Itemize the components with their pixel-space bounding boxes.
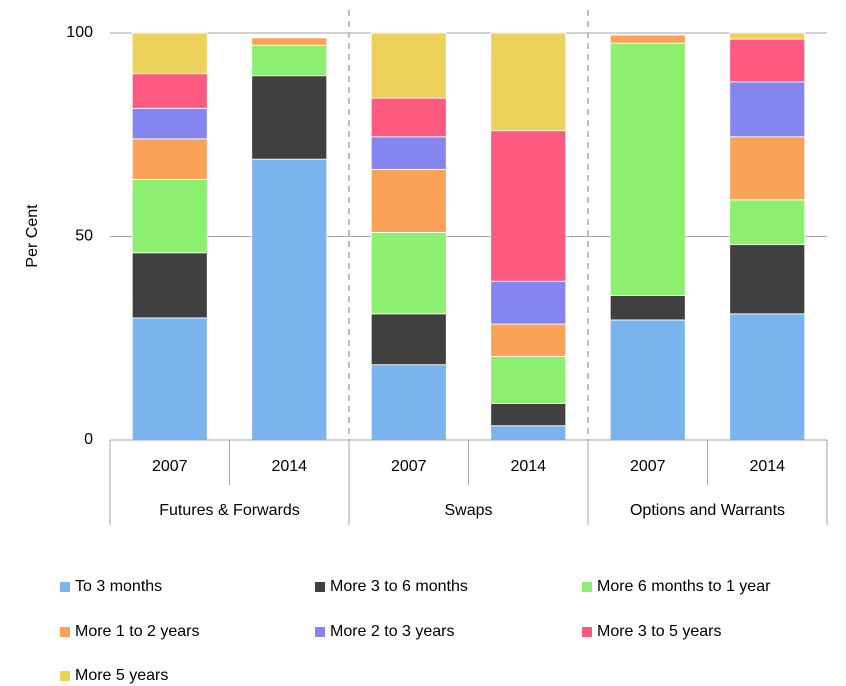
bar-segment — [490, 130, 567, 282]
bar-segment — [370, 232, 447, 315]
legend-swatch — [60, 671, 70, 681]
bar-segment — [251, 37, 328, 46]
bar-segment — [131, 73, 208, 109]
legend-label: More 3 to 6 months — [330, 578, 468, 595]
bar-segment — [609, 319, 686, 441]
legend-label: More 2 to 3 years — [330, 623, 455, 640]
y-tick-label: 50 — [75, 228, 93, 245]
bar-segment — [490, 425, 567, 441]
bar-segment — [131, 252, 208, 319]
legend-swatch — [315, 582, 325, 592]
bar-segment — [370, 364, 447, 441]
legend-label: More 1 to 2 years — [75, 623, 200, 640]
bar-segment — [131, 107, 208, 140]
bar-segment — [131, 138, 208, 180]
y-tick-label: 100 — [66, 24, 93, 41]
legend-swatch — [60, 582, 70, 592]
y-axis-label: Per Cent — [24, 204, 41, 268]
bar-segment — [131, 32, 208, 75]
bar-segment — [490, 32, 567, 132]
bar-segment — [729, 313, 806, 441]
legend-swatch — [315, 627, 325, 637]
bar-segment — [729, 199, 806, 246]
bar-segment — [370, 32, 447, 99]
bar-segment — [370, 313, 447, 366]
y-tick-label: 0 — [84, 431, 93, 448]
bar-segment — [729, 32, 806, 40]
x-tick-label: 2007 — [152, 458, 188, 475]
bar-segment — [370, 136, 447, 170]
bar-segment — [131, 317, 208, 441]
group-label: Swaps — [444, 502, 492, 519]
x-tick-label: 2014 — [271, 458, 307, 475]
legend-swatch — [60, 627, 70, 637]
group-label: Futures & Forwards — [159, 502, 299, 519]
bar-segment — [609, 34, 686, 44]
x-tick-label: 2014 — [510, 458, 546, 475]
bar-segment — [729, 244, 806, 315]
bar-segment — [251, 44, 328, 77]
bar-segment — [609, 295, 686, 321]
legend-label: To 3 months — [75, 578, 162, 595]
bar-segment — [490, 323, 567, 357]
x-tick-label: 2007 — [630, 458, 666, 475]
bar-segment — [370, 168, 447, 233]
x-tick-label: 2014 — [749, 458, 785, 475]
x-tick-label: 2007 — [391, 458, 427, 475]
group-label: Options and Warrants — [630, 502, 785, 519]
bar-segment — [490, 356, 567, 404]
bar-segment — [729, 81, 806, 138]
bar-segment — [251, 158, 328, 441]
legend-swatch — [582, 582, 592, 592]
bar-segment — [490, 280, 567, 325]
bar-segment — [131, 179, 208, 254]
bar-segment — [729, 136, 806, 201]
legend-label: More 5 years — [75, 667, 168, 684]
bar-segment — [370, 97, 447, 138]
bar-segment — [609, 42, 686, 296]
legend-swatch — [582, 627, 592, 637]
bar-segment — [729, 38, 806, 83]
bar-segment — [490, 402, 567, 427]
bar-segment — [251, 75, 328, 160]
legend-label: More 3 to 5 years — [597, 623, 722, 640]
legend-label: More 6 months to 1 year — [597, 578, 771, 595]
